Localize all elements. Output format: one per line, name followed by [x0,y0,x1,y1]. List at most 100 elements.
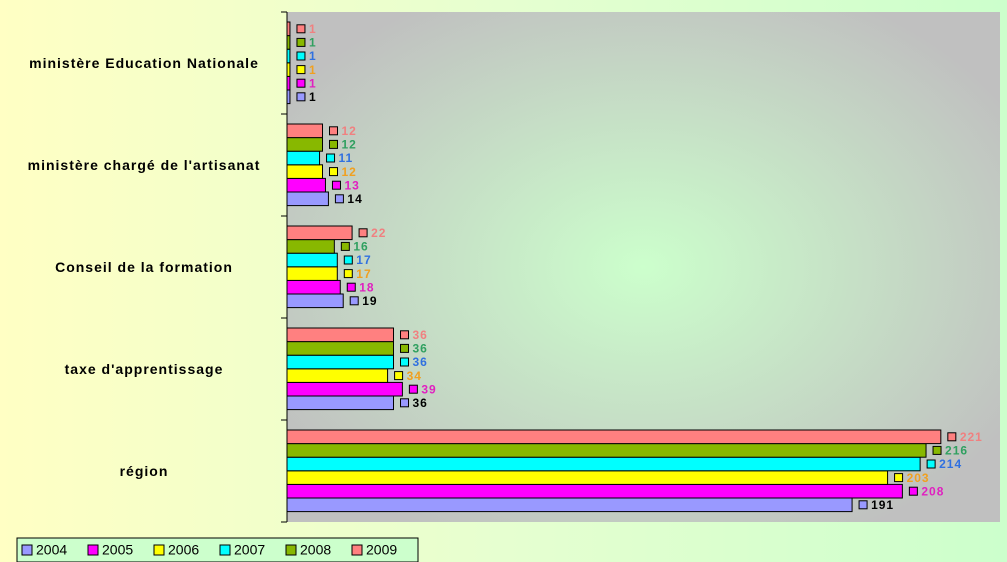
label-key [908,486,918,496]
bar [286,381,403,397]
label-key [894,473,904,483]
data-label: 36 [413,396,428,410]
data-label: 214 [939,457,962,471]
legend-label: 2005 [102,542,133,558]
bar [286,123,324,139]
data-label: 14 [347,192,362,206]
data-label: 13 [344,178,359,192]
legend-label: 2004 [36,542,67,558]
bar [286,177,326,193]
bar [286,327,395,343]
data-label: 1 [309,63,317,77]
bar [286,35,291,50]
legend-label: 2007 [234,542,265,558]
data-label: 203 [907,471,930,485]
label-key [400,343,410,353]
bar [286,191,329,207]
data-label: 208 [921,484,944,498]
bar [286,89,291,105]
bar [286,483,903,499]
label-key [326,153,336,163]
bar [286,164,324,179]
label-key [858,500,868,510]
data-label: 17 [356,267,371,281]
bar [286,341,395,356]
data-label: 12 [342,138,357,152]
data-label: 1 [309,36,317,50]
label-key [296,65,306,75]
label-key [296,24,306,34]
bar [286,137,324,152]
bar [286,456,921,472]
label-key [331,180,341,190]
data-label: 1 [309,90,317,104]
data-label: 36 [413,355,428,369]
label-key [947,432,957,442]
label-key [343,269,353,279]
label-key [346,282,356,292]
label-key [394,371,404,381]
bar [286,279,341,295]
data-label: 191 [871,498,894,512]
bar [286,252,338,268]
data-label: 16 [353,240,368,254]
data-label: 39 [421,382,436,396]
bar [286,48,291,64]
data-label: 1 [309,22,317,36]
legend-label: 2009 [366,542,397,558]
bar [286,429,942,445]
label-key [340,241,350,251]
bar [286,470,889,485]
label-key [358,228,368,238]
data-label: 11 [339,151,354,165]
bar [286,239,335,254]
data-label: 36 [413,342,428,356]
legend-key [87,544,99,556]
label-key [329,167,339,177]
label-key [343,255,353,265]
data-label: 19 [362,294,377,308]
bar [286,75,291,91]
label-key [408,384,418,394]
label-key [334,194,344,204]
data-label: 12 [342,124,357,138]
category-label: région [119,463,169,479]
label-key [329,139,339,149]
data-label: 216 [945,444,968,458]
bar [286,368,389,383]
bar [286,266,338,281]
data-label: 36 [413,328,428,342]
label-key [400,330,410,340]
legend-key [153,544,165,556]
legend-key [219,544,231,556]
bar [286,150,321,166]
bar [286,21,291,37]
label-key [926,459,936,469]
bar [286,497,853,513]
label-key [296,92,306,102]
label-key [329,126,339,136]
label-key [296,78,306,88]
category-label: ministère Education Nationale [29,55,259,71]
bar [286,354,395,370]
label-key [400,398,410,408]
data-label: 1 [309,76,317,90]
data-label: 17 [356,253,371,267]
data-label: 221 [960,430,983,444]
label-key [349,296,359,306]
data-label: 34 [407,369,422,383]
label-key [932,445,942,455]
legend-key [21,544,33,556]
legend-label: 2006 [168,542,199,558]
label-key [296,37,306,47]
category-label: taxe d'apprentissage [64,361,224,377]
legend-box [16,537,419,562]
bar [286,395,395,411]
data-label: 12 [342,165,357,179]
bar [286,62,291,77]
bar [286,443,927,458]
label-key [400,357,410,367]
data-label: 1 [309,49,317,63]
